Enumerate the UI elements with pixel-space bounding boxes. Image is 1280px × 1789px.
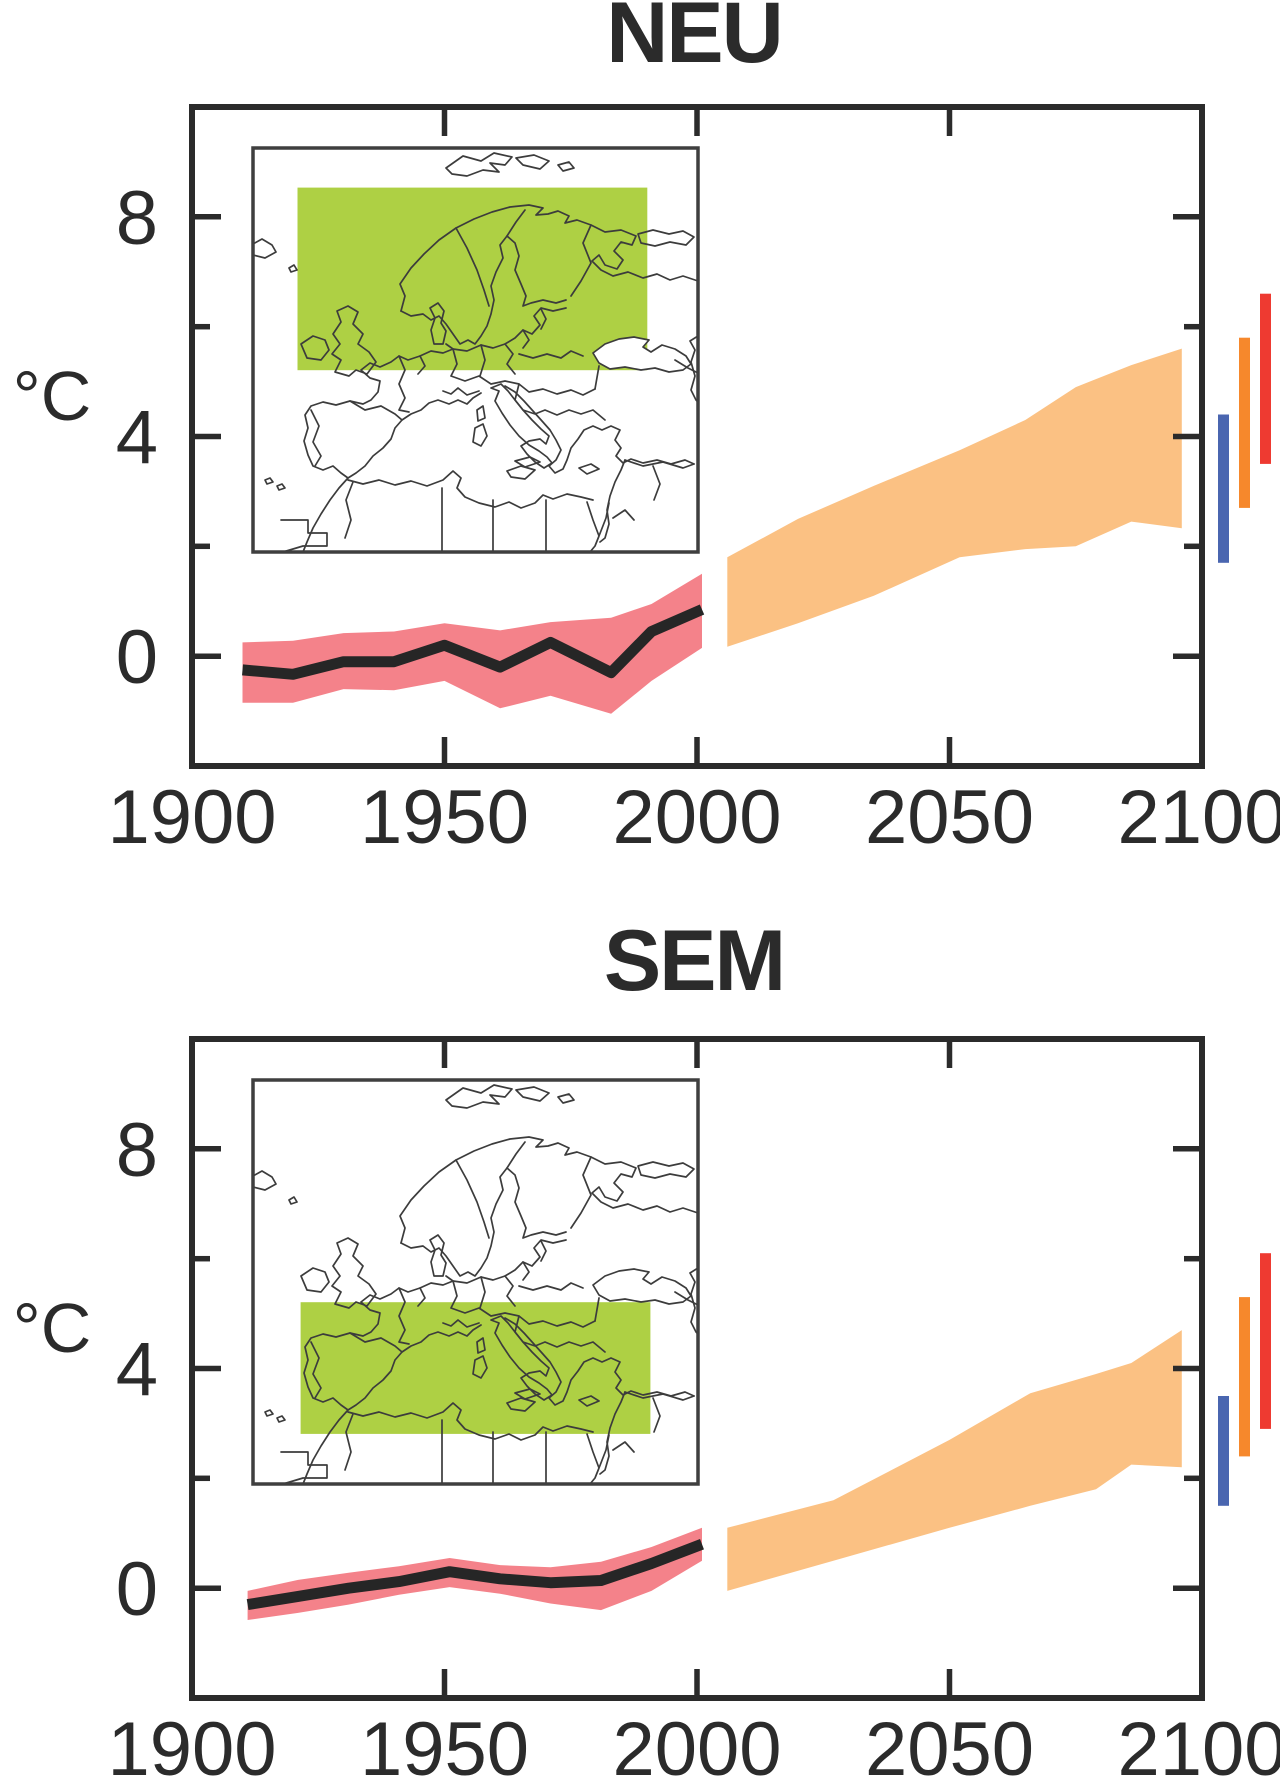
plot-border [189, 104, 1205, 769]
inset-map-neu [251, 146, 700, 554]
y-tick-label-4: 4 [116, 396, 158, 481]
x-tick-label-2100: 2100 [1117, 1707, 1280, 1789]
axis-ticks [195, 104, 1199, 763]
x-tick-label-2000: 2000 [612, 1707, 781, 1789]
scenario-bar-red [1260, 1253, 1271, 1429]
observed-temperature-line [246, 1539, 704, 1611]
scenario-bar-blue [1218, 1396, 1229, 1506]
region-highlight-neu [297, 187, 648, 371]
x-tick-label-2000: 2000 [612, 775, 781, 860]
x-tick-label-2100: 2100 [1117, 775, 1280, 860]
projection-band [727, 1330, 1182, 1591]
projection-band [727, 348, 1182, 647]
x-tick-label-1900: 1900 [107, 1707, 276, 1789]
x-tick-label-2050: 2050 [865, 1707, 1034, 1789]
inset-map-sem [251, 1078, 700, 1486]
x-tick-label-1900: 1900 [107, 775, 276, 860]
scenario-bar-orange [1239, 337, 1250, 508]
chart-title-sem: SEM [604, 913, 784, 1009]
plot-area-sem: 0 4 8 1900 1950 2000 2050 2100 [107, 1036, 1280, 1789]
chart-title-neu: NEU [606, 0, 782, 81]
chart-SEM: SEM °C 0 4 8 1900 1950 2000 2050 2100 [13, 913, 1280, 1789]
y-tick-label-0: 0 [116, 615, 158, 700]
y-tick-label-4: 4 [116, 1328, 158, 1413]
y-axis-unit-label-sem: °C [13, 1289, 92, 1367]
y-tick-label-8: 8 [116, 1108, 158, 1193]
plot-area-neu: 0 4 8 1900 1950 2000 2050 2100 [107, 104, 1280, 860]
x-tick-label-1950: 1950 [360, 1707, 529, 1789]
y-tick-label-0: 0 [116, 1547, 158, 1632]
historical-uncertainty-band [242, 573, 702, 714]
x-tick-label-1950: 1950 [360, 775, 529, 860]
scenario-bar-red [1260, 293, 1271, 464]
scenario-bar-orange [1239, 1297, 1250, 1457]
y-tick-label-8: 8 [116, 176, 158, 261]
chart-NEU: NEU °C 0 4 8 1900 1950 2000 2050 2100 [13, 0, 1280, 860]
observed-temperature-line [242, 604, 705, 680]
scenario-bar-blue [1218, 414, 1229, 563]
plot-border [189, 1036, 1205, 1701]
x-tick-label-2050: 2050 [865, 775, 1034, 860]
y-axis-unit-label-neu: °C [13, 357, 92, 435]
axis-ticks [195, 1036, 1199, 1695]
